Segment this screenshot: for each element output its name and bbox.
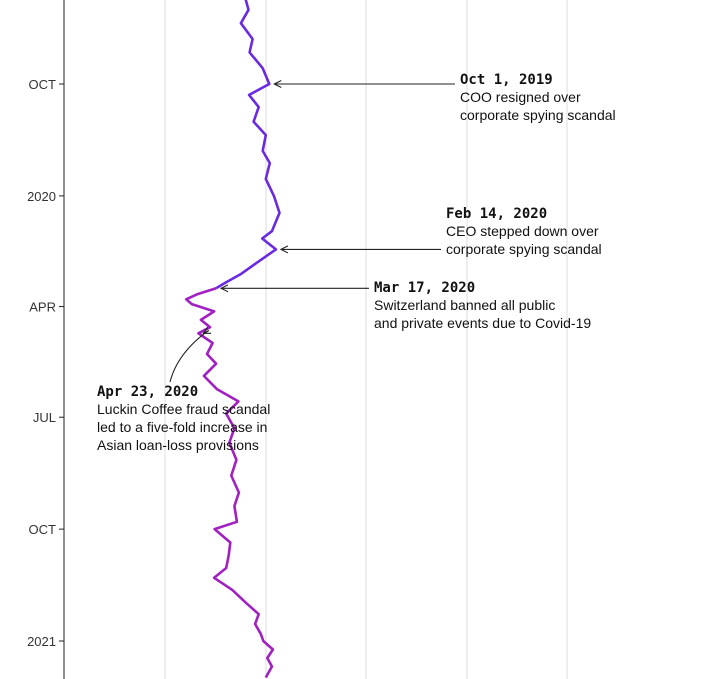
grid-lines	[164, 0, 568, 679]
time-tick-label-2: 2020	[27, 189, 56, 204]
annotation-text-3-2: and private events due to Covid-19	[374, 315, 591, 331]
annotation-date-3: Mar 17, 2020	[374, 280, 475, 296]
series-line-segment-1	[215, 0, 281, 290]
annotation-text-4-2: led to a five-fold increase in	[97, 419, 267, 435]
annotation-text-2-2: corporate spying scandal	[446, 241, 602, 257]
time-tick-label-3: APR	[29, 300, 56, 315]
time-axis-ticks: OCT 2020 APR JUL OCT 2021	[27, 77, 64, 649]
annotation-text-4-1: Luckin Coffee fraud scandal	[97, 401, 270, 417]
time-tick-label-1: OCT	[29, 77, 57, 92]
annotation-text-1-1: COO resigned over	[460, 89, 581, 105]
annotation-text-1-2: corporate spying scandal	[460, 107, 616, 123]
annotation-date-4: Apr 23, 2020	[97, 384, 198, 400]
time-tick-label-6: 2021	[27, 634, 56, 649]
annotation-date-1: Oct 1, 2019	[460, 72, 553, 88]
annotation-date-2: Feb 14, 2020	[446, 206, 547, 222]
annotation-arrow-4	[169, 331, 209, 383]
series-line-segment-2	[184, 287, 275, 679]
annotation-text-3-1: Switzerland banned all public	[374, 297, 555, 313]
time-tick-label-4: JUL	[33, 410, 56, 425]
annotation-text-4-3: Asian loan-loss provisions	[97, 437, 259, 453]
time-tick-label-5: OCT	[29, 522, 57, 537]
annotation-text-2-1: CEO stepped down over	[446, 223, 599, 239]
